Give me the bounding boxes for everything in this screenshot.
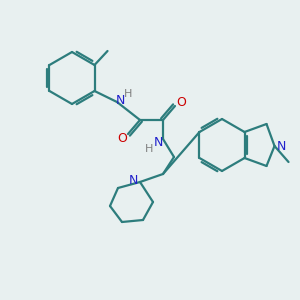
Text: O: O (176, 95, 186, 109)
Text: N: N (128, 173, 138, 187)
Text: N: N (277, 140, 286, 152)
Text: H: H (124, 89, 132, 99)
Text: O: O (117, 131, 127, 145)
Text: N: N (115, 94, 125, 107)
Text: H: H (145, 144, 153, 154)
Text: N: N (153, 136, 163, 148)
